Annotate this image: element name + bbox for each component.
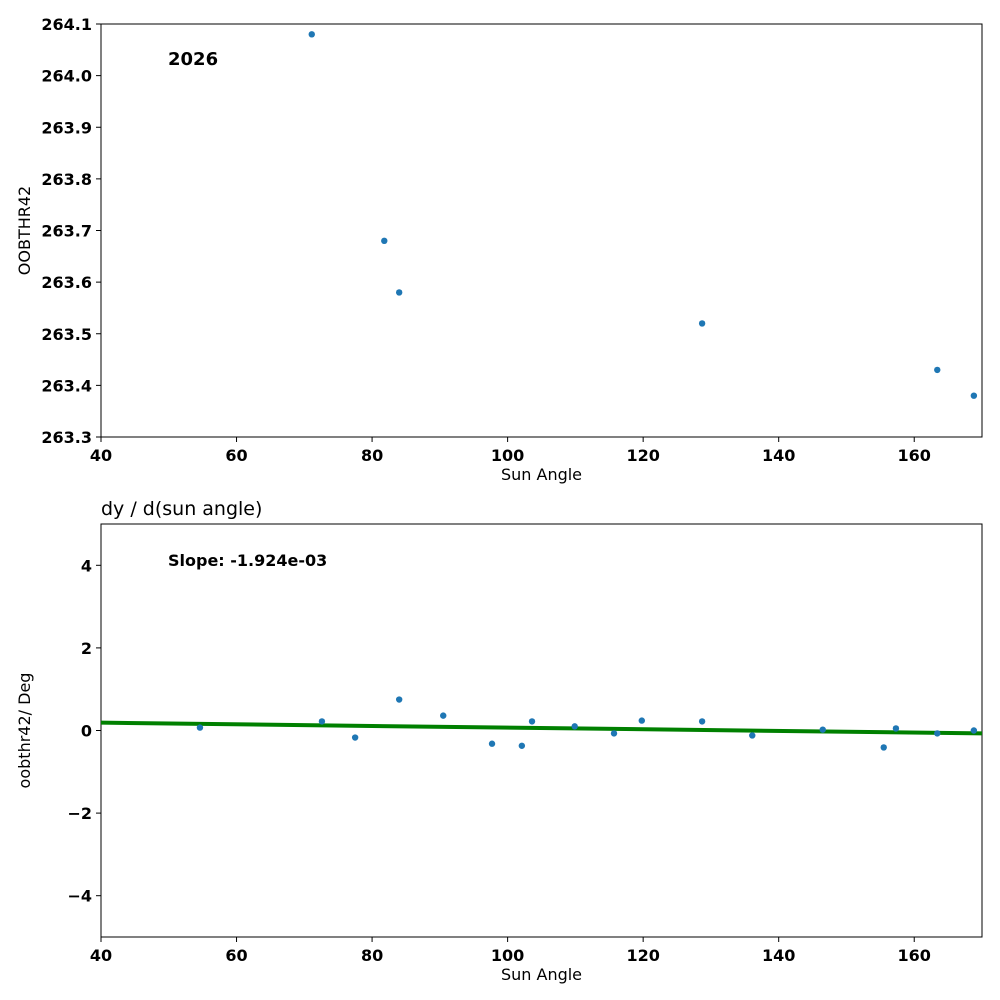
y-tick-label: 263.8 xyxy=(41,170,92,189)
y-tick-label: 263.9 xyxy=(41,118,92,137)
x-tick-label: 80 xyxy=(361,946,383,965)
y-tick-label: 264.1 xyxy=(41,15,92,34)
x-tick-label: 100 xyxy=(491,946,524,965)
data-point xyxy=(518,742,526,749)
x-tick-label: 40 xyxy=(90,946,112,965)
y-tick-label: 4 xyxy=(81,556,92,575)
data-point xyxy=(819,726,826,733)
y-tick-label: 263.6 xyxy=(41,273,92,292)
data-point xyxy=(381,237,388,245)
data-point xyxy=(528,718,536,725)
data-point xyxy=(395,289,403,296)
x-tick-label: 140 xyxy=(762,446,795,465)
data-point xyxy=(440,712,447,719)
y-axis-label: OOBTHR42 xyxy=(15,186,34,275)
data-point xyxy=(488,740,496,747)
data-point xyxy=(749,732,756,739)
data-point xyxy=(970,392,978,399)
y-tick-label: −2 xyxy=(67,804,92,823)
plot-frame xyxy=(100,23,983,438)
annotation: Slope: -1.924e-03 xyxy=(168,551,327,570)
data-point xyxy=(698,320,706,327)
data-point xyxy=(934,730,941,737)
data-point xyxy=(308,31,315,38)
data-point xyxy=(351,734,359,741)
data-point xyxy=(698,718,706,725)
x-axis-label: Sun Angle xyxy=(501,965,582,984)
y-tick-label: 0 xyxy=(81,722,92,741)
x-tick-label: 60 xyxy=(225,946,247,965)
x-tick-label: 60 xyxy=(225,446,247,465)
data-point xyxy=(880,744,887,751)
data-point xyxy=(934,366,941,374)
plot-2: 40 60 80 100 120 140 160 −4 −2 0 2 4 Sun Angle oobthr… xyxy=(15,498,983,984)
x-tick-label: 160 xyxy=(898,446,931,465)
chart-title: dy / d(sun angle) xyxy=(101,498,262,520)
x-tick-label: 100 xyxy=(491,446,524,465)
y-tick-label: 2 xyxy=(81,639,92,658)
y-tick-label: 263.5 xyxy=(41,325,92,344)
x-tick-label: 80 xyxy=(361,446,383,465)
data-point xyxy=(571,723,578,730)
x-axis-label: Sun Angle xyxy=(501,465,582,484)
x-tick-label: 120 xyxy=(626,446,659,465)
y-tick-label: −4 xyxy=(67,887,92,906)
x-tick-label: 140 xyxy=(762,946,795,965)
y-tick-label: 263.3 xyxy=(41,428,92,447)
annotation: 2026 xyxy=(168,49,218,70)
plot-1: 40 60 80 100 120 140 160 263.3 263.4 263.5 263.6 26… xyxy=(15,15,983,484)
data-point xyxy=(970,727,978,734)
data-point xyxy=(196,724,204,731)
fit-line xyxy=(100,720,983,736)
y-axis-label: oobthr42/ Deg xyxy=(15,673,34,789)
data-point xyxy=(395,696,403,703)
x-tick-label: 120 xyxy=(626,946,659,965)
data-point xyxy=(610,730,618,737)
data-point xyxy=(318,718,326,725)
y-tick-label: 263.7 xyxy=(41,222,92,241)
x-tick-label: 160 xyxy=(898,946,931,965)
y-tick-label: 263.4 xyxy=(41,376,92,395)
y-tick-label: 264.0 xyxy=(41,67,92,86)
data-point xyxy=(638,717,645,724)
x-tick-label: 40 xyxy=(90,446,112,465)
data-point xyxy=(892,725,900,732)
